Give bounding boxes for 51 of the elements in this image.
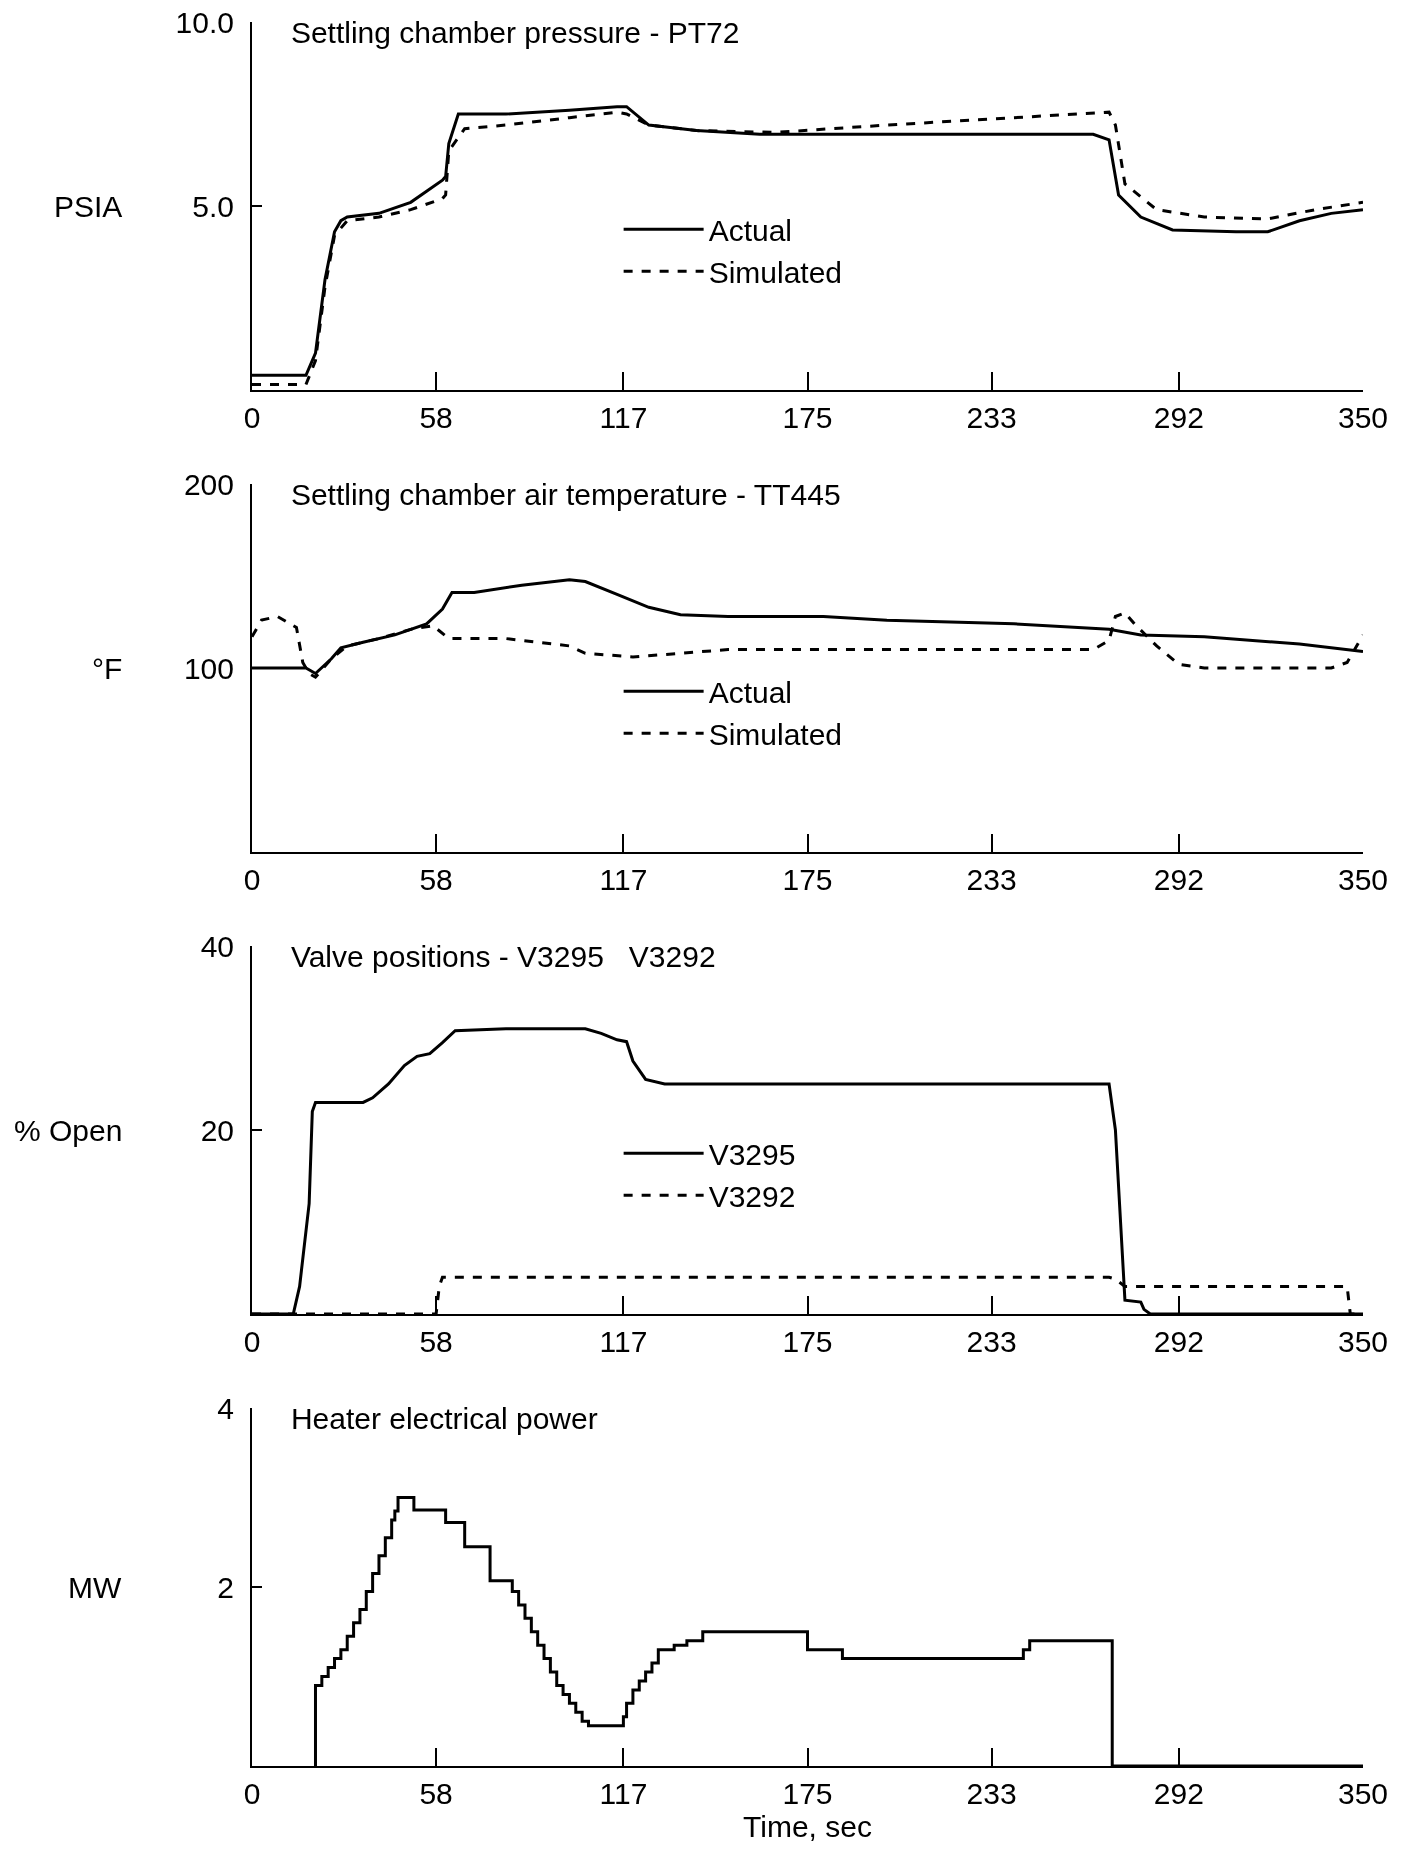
x-tick-label: 292 <box>1153 1325 1204 1358</box>
x-tick-label: 58 <box>419 401 453 434</box>
x-tick-label: 350 <box>1337 863 1389 896</box>
x-tick-label: 292 <box>1153 1777 1204 1810</box>
x-tick-label: 233 <box>966 863 1017 896</box>
x-tick-label: 58 <box>419 1777 453 1810</box>
legend-label: Simulated <box>708 717 843 751</box>
x-tick-label: 175 <box>782 1777 833 1810</box>
y-tick-label: 5.0 <box>192 189 234 223</box>
y-tick-label: 20 <box>200 1113 234 1147</box>
x-tick-label: 175 <box>782 863 833 896</box>
x-tick-label: 58 <box>419 1325 453 1358</box>
legend-label: V3295 <box>708 1137 796 1171</box>
y-axis-title: PSIA <box>54 190 123 223</box>
y-axis-title: °F <box>92 652 123 685</box>
chart-title: Heater electrical power <box>290 1402 598 1435</box>
x-tick-label: 117 <box>599 401 648 434</box>
x-tick-label: 0 <box>243 1777 261 1810</box>
x-tick-label: 350 <box>1337 1777 1389 1810</box>
legend-label: Actual <box>708 213 793 247</box>
y-tick-label: 40 <box>200 929 234 963</box>
legend-label: Actual <box>708 675 793 709</box>
x-tick-label: 117 <box>599 1325 648 1358</box>
legend-label: Simulated <box>708 255 843 289</box>
y-tick-label: 4 <box>217 1391 234 1425</box>
x-tick-label: 175 <box>782 1325 833 1358</box>
x-tick-label: 233 <box>966 401 1017 434</box>
y-axis-title: MW <box>68 1571 122 1604</box>
chart-title: Settling chamber air temperature - TT445 <box>290 478 841 511</box>
x-tick-label: 350 <box>1337 401 1389 434</box>
chart-title: Settling chamber pressure - PT72 <box>290 16 740 49</box>
x-axis-title: Time, sec <box>743 1810 872 1843</box>
y-tick-label: 2 <box>217 1570 234 1604</box>
x-tick-label: 117 <box>599 863 648 896</box>
legend-label: V3292 <box>708 1179 796 1213</box>
x-tick-label: 175 <box>782 401 833 434</box>
chart-title: Valve positions - V3295 V3292 <box>290 940 716 973</box>
x-tick-label: 117 <box>599 1777 648 1810</box>
x-tick-label: 350 <box>1337 1325 1389 1358</box>
y-tick-label: 200 <box>183 467 234 501</box>
x-tick-label: 0 <box>243 863 261 896</box>
x-tick-label: 292 <box>1153 401 1204 434</box>
x-tick-label: 292 <box>1153 863 1204 896</box>
y-axis-title: % Open <box>14 1114 123 1147</box>
x-tick-label: 233 <box>966 1325 1017 1358</box>
x-tick-label: 0 <box>243 1325 261 1358</box>
y-tick-label: 100 <box>183 651 234 685</box>
x-tick-label: 0 <box>243 401 261 434</box>
x-tick-label: 233 <box>966 1777 1017 1810</box>
x-tick-label: 58 <box>419 863 453 896</box>
y-tick-label: 10.0 <box>175 5 234 39</box>
